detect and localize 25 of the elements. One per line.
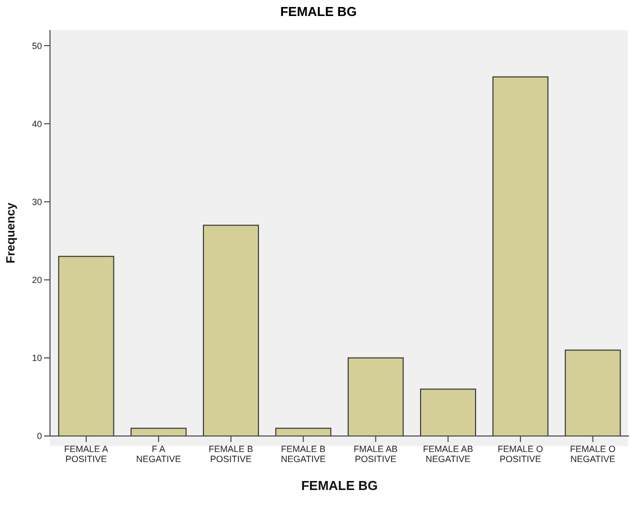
- x-tick-label: FEMALE B NEGATIVE: [280, 444, 326, 464]
- chart-title: FEMALE BG: [279, 3, 358, 21]
- x-tick-label: FMALE AB POSITIVE: [354, 444, 398, 464]
- bar: [58, 256, 114, 436]
- bar: [492, 76, 548, 436]
- y-tick-label: 20: [32, 275, 42, 286]
- x-tick-label: FEMALE AB NEGATIVE: [423, 444, 474, 464]
- y-tick-label: 30: [32, 196, 42, 207]
- x-tick-label: FEMALE O POSITIVE: [498, 444, 544, 464]
- bar: [202, 224, 259, 436]
- x-tick-label: FEMALE A POSITIVE: [64, 444, 108, 464]
- x-tick-label: FEMALE B POSITIVE: [208, 444, 254, 464]
- y-axis-title: Frequency: [3, 202, 18, 264]
- y-tick-label: 50: [32, 40, 42, 51]
- bar: [564, 350, 621, 436]
- bar: [130, 428, 187, 436]
- y-tick-label: 0: [36, 431, 42, 442]
- bar: [420, 388, 476, 436]
- x-tick-label: FEMALE O NEGATIVE: [570, 444, 616, 464]
- bar: [275, 428, 332, 436]
- bar: [348, 357, 404, 436]
- x-tick-label: F A NEGATIVE: [136, 444, 181, 464]
- x-axis-title: FEMALE BG: [301, 478, 378, 493]
- y-tick-label: 10: [32, 353, 42, 364]
- y-tick-label: 40: [32, 118, 42, 129]
